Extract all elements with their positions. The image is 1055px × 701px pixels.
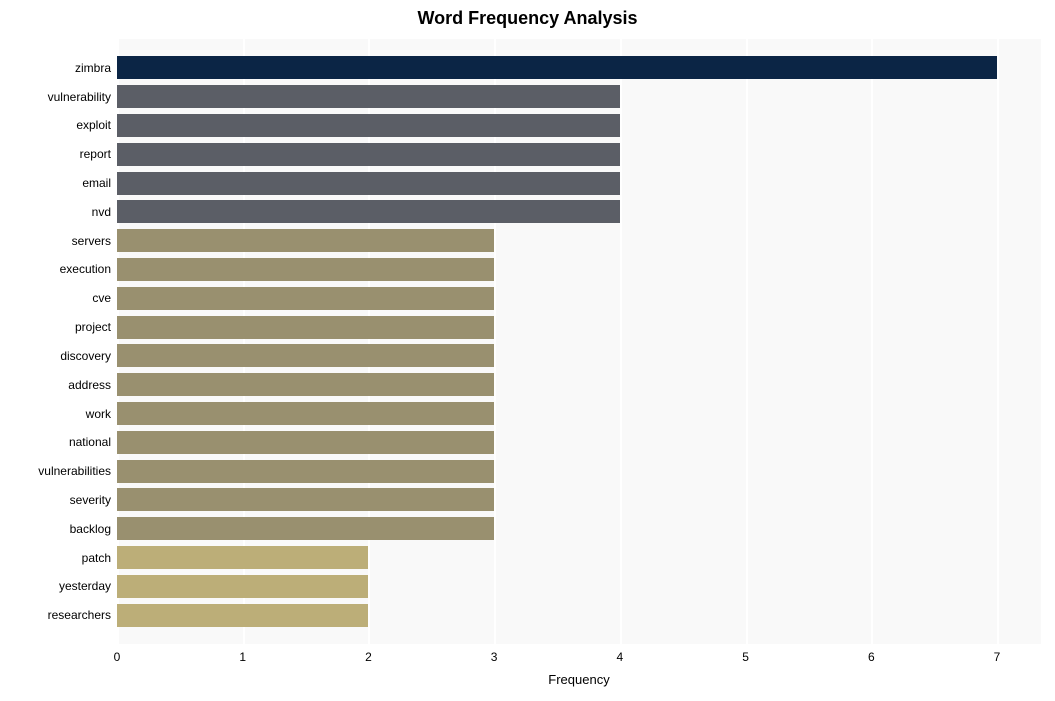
bar [117, 402, 494, 425]
y-axis-label: project [75, 320, 111, 334]
y-axis-label: yesterday [59, 579, 111, 593]
y-axis-label: nvd [92, 205, 111, 219]
bar [117, 344, 494, 367]
y-axis-label: execution [60, 262, 111, 276]
plot-area [117, 39, 1041, 644]
bar-row [117, 344, 1041, 367]
y-axis-label: address [68, 378, 111, 392]
bar-row [117, 56, 1041, 79]
x-tick-label: 3 [491, 650, 498, 664]
bar [117, 373, 494, 396]
chart-title: Word Frequency Analysis [0, 8, 1055, 29]
y-axis-label: patch [82, 551, 111, 565]
x-axis-label: Frequency [117, 672, 1041, 687]
bar-row [117, 143, 1041, 166]
y-axis-label: vulnerabilities [38, 464, 111, 478]
bar-row [117, 316, 1041, 339]
bar-row [117, 402, 1041, 425]
bar [117, 200, 620, 223]
bar-row [117, 488, 1041, 511]
x-tick-label: 4 [617, 650, 624, 664]
x-tick-label: 0 [114, 650, 121, 664]
x-tick-label: 7 [994, 650, 1001, 664]
bar [117, 316, 494, 339]
bar [117, 258, 494, 281]
x-tick-label: 1 [239, 650, 246, 664]
y-axis-label: exploit [76, 118, 111, 132]
bar [117, 604, 368, 627]
x-tick-label: 2 [365, 650, 372, 664]
y-axis-label: work [86, 407, 111, 421]
y-axis-label: servers [72, 234, 111, 248]
bar-row [117, 575, 1041, 598]
bar-row [117, 200, 1041, 223]
bar-row [117, 517, 1041, 540]
y-axis-label: vulnerability [48, 90, 111, 104]
chart-container: Word Frequency Analysis zimbra vulnerabil… [0, 0, 1055, 701]
bar [117, 114, 620, 137]
bar-row [117, 258, 1041, 281]
bar-row [117, 114, 1041, 137]
bar [117, 229, 494, 252]
y-axis-label: zimbra [75, 61, 111, 75]
y-axis-label: backlog [70, 522, 111, 536]
bar [117, 172, 620, 195]
bar [117, 431, 494, 454]
y-axis-label: national [69, 435, 111, 449]
bar-row [117, 546, 1041, 569]
bar [117, 287, 494, 310]
y-axis-label: report [80, 147, 111, 161]
bar-row [117, 229, 1041, 252]
bar [117, 143, 620, 166]
bar-row [117, 460, 1041, 483]
bar-row [117, 604, 1041, 627]
bar-row [117, 373, 1041, 396]
bar [117, 56, 997, 79]
bar-row [117, 85, 1041, 108]
bar-row [117, 172, 1041, 195]
bar [117, 85, 620, 108]
y-axis-label: cve [92, 291, 111, 305]
bar [117, 575, 368, 598]
y-axis-label: email [82, 176, 111, 190]
bar-row [117, 287, 1041, 310]
y-axis-label: severity [70, 493, 111, 507]
bar [117, 460, 494, 483]
bar [117, 546, 368, 569]
y-axis-label: researchers [48, 608, 111, 622]
x-tick-label: 5 [742, 650, 749, 664]
bar [117, 488, 494, 511]
x-tick-label: 6 [868, 650, 875, 664]
bar-row [117, 431, 1041, 454]
bar [117, 517, 494, 540]
y-axis-label: discovery [60, 349, 111, 363]
